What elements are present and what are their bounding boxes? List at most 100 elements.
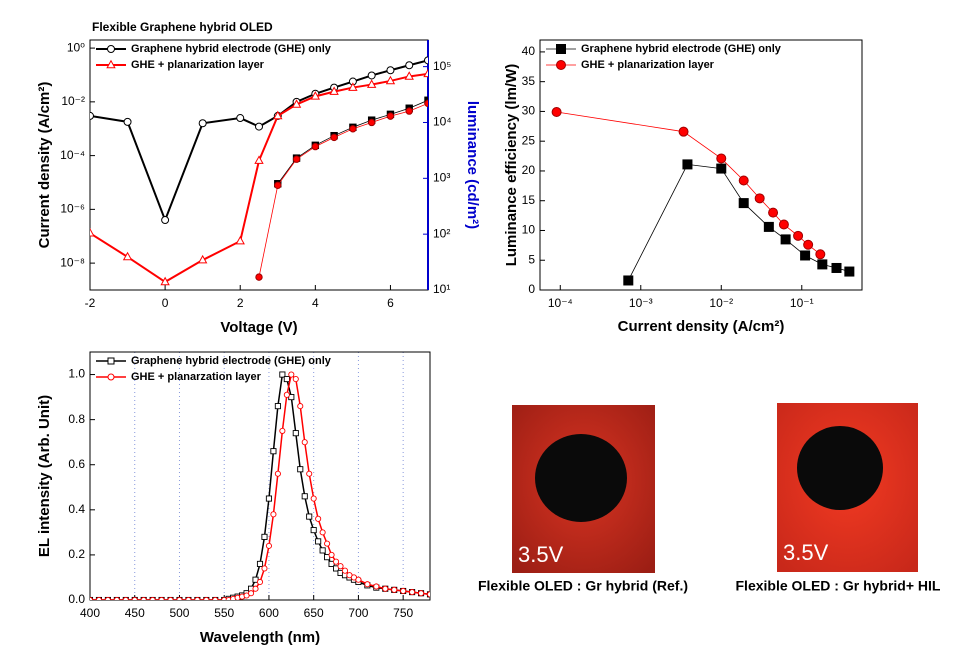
- x-tick-label: 10⁻³: [629, 296, 653, 310]
- y-tick-label: 10⁻⁸: [60, 255, 85, 269]
- marker: [236, 114, 245, 123]
- marker: [221, 596, 228, 600]
- marker: [255, 273, 263, 281]
- x-tick-label: 10⁻⁴: [548, 296, 573, 310]
- marker: [319, 547, 326, 554]
- marker: [319, 529, 326, 536]
- marker: [355, 576, 362, 583]
- marker: [161, 216, 170, 225]
- series-line: [258, 102, 428, 278]
- marker: [367, 118, 376, 127]
- marker: [297, 403, 304, 410]
- y2-tick-label: 10¹: [433, 282, 450, 296]
- marker: [292, 376, 299, 383]
- marker: [800, 250, 811, 261]
- legend-label: GHE + planarization layer: [581, 59, 715, 71]
- x-tick-label: 500: [169, 606, 189, 620]
- x-tick-label: 10⁻¹: [790, 296, 814, 310]
- marker: [815, 249, 826, 260]
- legend-label: Graphene hybrid electrode (GHE) only: [131, 43, 332, 55]
- y-tick-label: 30: [522, 104, 536, 118]
- legend-item: GHE + planarization layer: [96, 59, 265, 71]
- marker: [90, 111, 94, 120]
- marker: [738, 198, 749, 209]
- marker: [324, 540, 331, 547]
- marker: [329, 86, 339, 95]
- marker: [780, 234, 791, 245]
- x-tick-label: 450: [125, 606, 145, 620]
- marker: [273, 110, 283, 120]
- x-axis-title: Current density (A/cm²): [618, 318, 785, 335]
- series-line: [556, 111, 821, 255]
- x-axis-title: Voltage (V): [220, 319, 297, 336]
- legend-marker: [107, 357, 115, 365]
- y-tick-label: 10⁰: [67, 40, 85, 54]
- marker: [288, 371, 295, 378]
- legend-marker: [107, 373, 115, 381]
- marker: [185, 596, 192, 600]
- marker: [367, 71, 376, 80]
- marker: [768, 207, 779, 218]
- x-tick-label: 700: [348, 606, 368, 620]
- marker: [301, 493, 308, 500]
- marker: [149, 596, 156, 600]
- photo-label: 3.5V: [518, 542, 564, 567]
- marker: [551, 107, 562, 118]
- chart: 10⁻⁴ 10⁻³ 10⁻² 10⁻¹ 0 5 10 15 20 25 30 35 40 Current …: [503, 39, 863, 335]
- legend-item: GHE + planarzation layer: [96, 371, 262, 383]
- series: [551, 107, 826, 260]
- marker: [405, 107, 413, 115]
- series: [90, 371, 430, 600]
- x-tick-label: 2: [237, 296, 244, 310]
- y-tick-label: 0.2: [68, 547, 85, 561]
- y-axis-title: EL intensity (Arb. Unit): [36, 395, 53, 557]
- y-tick-label: 0.6: [68, 457, 85, 471]
- marker: [315, 538, 322, 545]
- legend-item: Graphene hybrid electrode (GHE) only: [96, 43, 332, 55]
- y2-tick-label: 10⁴: [433, 115, 452, 129]
- marker: [409, 589, 416, 596]
- marker: [255, 122, 263, 131]
- marker: [386, 112, 395, 120]
- x-tick-label: 600: [259, 606, 279, 620]
- marker: [297, 466, 304, 473]
- plot-frame: [539, 39, 863, 291]
- marker: [424, 56, 428, 65]
- marker: [426, 591, 430, 598]
- photo-caption: Flexible OLED : Gr hybrid (Ref.): [478, 578, 688, 594]
- series-line: [90, 72, 428, 284]
- marker: [283, 376, 290, 383]
- marker: [310, 495, 317, 502]
- marker: [198, 119, 207, 128]
- marker: [405, 61, 414, 70]
- marker: [803, 239, 814, 250]
- marker: [385, 75, 396, 85]
- series: [90, 56, 428, 225]
- marker: [248, 590, 255, 597]
- x-tick-label: -2: [85, 296, 96, 310]
- marker: [104, 596, 111, 600]
- marker: [763, 221, 774, 232]
- marker: [122, 596, 129, 600]
- y-tick-label: 35: [522, 74, 536, 88]
- y-tick-label: 20: [522, 163, 536, 177]
- legend-marker: [107, 45, 115, 53]
- marker: [831, 262, 842, 273]
- marker: [678, 126, 689, 137]
- marker: [738, 175, 749, 186]
- chart: 400 450 500 550 600 650 700 750 0.0 0.2 0.4 0.6 0.8 1…: [36, 351, 431, 646]
- legend-label: Graphene hybrid electrode (GHE) only: [581, 43, 782, 55]
- y-tick-label: 15: [522, 193, 536, 207]
- marker: [212, 596, 219, 600]
- marker: [261, 565, 268, 572]
- marker: [716, 153, 727, 164]
- marker: [140, 596, 147, 600]
- marker: [306, 470, 313, 477]
- marker: [310, 91, 321, 100]
- marker: [279, 371, 286, 378]
- photo-dark-spot: [797, 426, 883, 510]
- x-tick-label: 400: [80, 606, 100, 620]
- marker: [311, 142, 320, 151]
